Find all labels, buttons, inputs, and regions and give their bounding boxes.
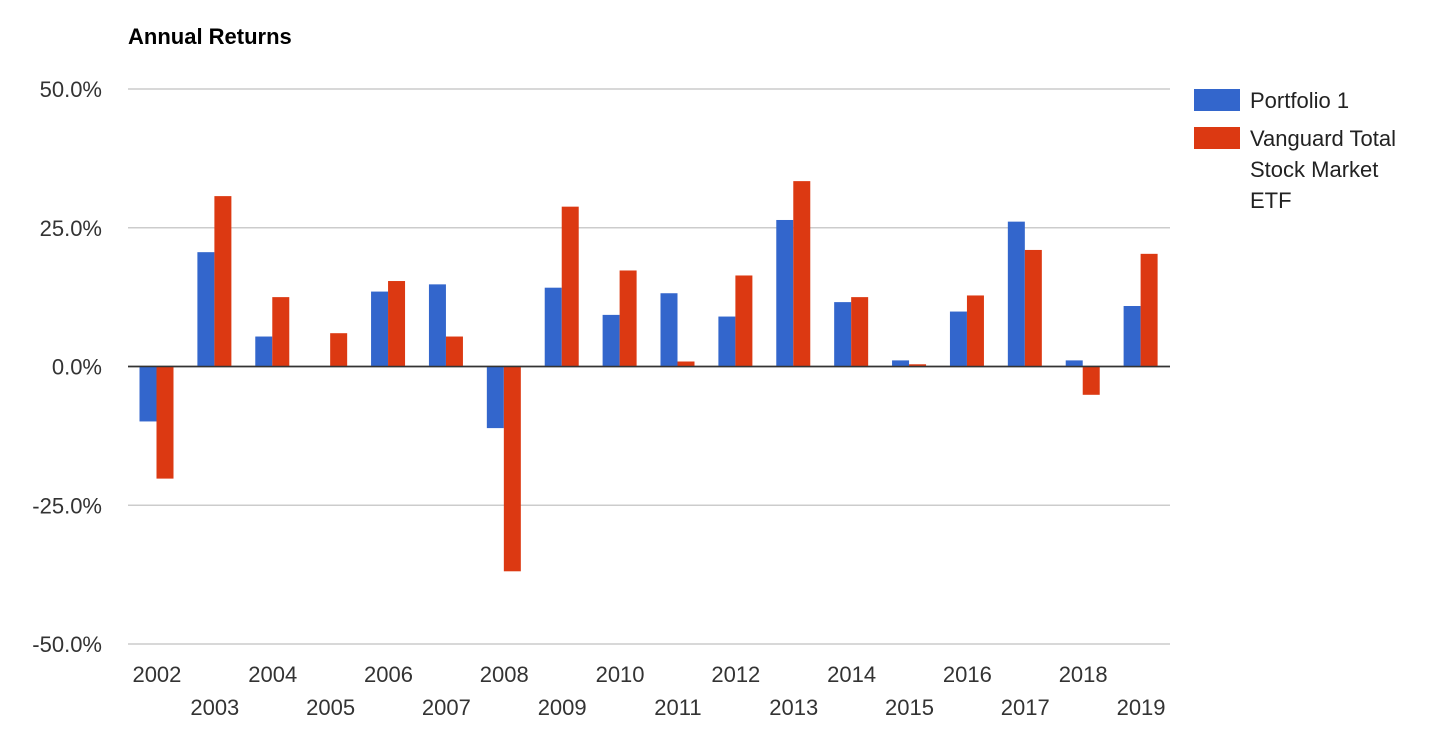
x-tick-label: 2002 [132,662,181,687]
bar-vanguard-total-stock-market-etf-2013 [793,181,811,367]
legend-label-vanguard-total-stock-market-etf: Stock Market [1250,157,1378,182]
bar-portfolio-1-2007 [428,284,446,367]
x-tick-label: 2011 [654,695,701,720]
y-tick-label: 25.0% [40,216,102,241]
bar-portfolio-1-2018 [1065,360,1083,367]
bar-vanguard-total-stock-market-etf-2009 [561,206,579,367]
bar-portfolio-1-2006 [371,291,389,367]
bar-vanguard-total-stock-market-etf-2018 [1082,366,1100,395]
bar-vanguard-total-stock-market-etf-2019 [1140,253,1158,367]
y-tick-label: -50.0% [32,632,102,657]
legend-label-vanguard-total-stock-market-etf: ETF [1250,188,1292,213]
x-tick-label: 2012 [711,662,760,687]
bar-vanguard-total-stock-market-etf-2007 [445,336,463,367]
bar-portfolio-1-2013 [776,219,794,367]
legend-label-vanguard-total-stock-market-etf: Vanguard Total [1250,126,1396,151]
x-tick-label: 2003 [190,695,239,720]
x-tick-label: 2004 [248,662,297,687]
x-tick-label: 2017 [1001,695,1050,720]
bar-vanguard-total-stock-market-etf-2008 [503,366,521,572]
x-tick-label: 2015 [885,695,934,720]
chart-title: Annual Returns [128,24,292,49]
bar-vanguard-total-stock-market-etf-2012 [735,275,753,367]
bar-vanguard-total-stock-market-etf-2010 [619,270,637,367]
bar-vanguard-total-stock-market-etf-2006 [388,281,406,367]
bar-portfolio-1-2003 [197,252,215,367]
x-tick-label: 2016 [943,662,992,687]
bar-portfolio-1-2012 [718,316,736,367]
y-tick-label: 0.0% [52,355,102,380]
x-tick-label: 2007 [422,695,471,720]
bar-vanguard-total-stock-market-etf-2005 [330,333,348,367]
bar-portfolio-1-2004 [255,336,273,367]
bar-portfolio-1-2009 [544,287,562,367]
bar-portfolio-1-2014 [834,302,852,367]
bar-vanguard-total-stock-market-etf-2004 [272,297,290,367]
x-tick-label: 2014 [827,662,876,687]
x-tick-label: 2018 [1059,662,1108,687]
x-tick-label: 2006 [364,662,413,687]
bar-vanguard-total-stock-market-etf-2014 [851,297,869,367]
legend-swatch-portfolio-1 [1194,89,1240,111]
y-axis-ticks: 50.0% 25.0% 0.0% -25.0% -50.0% [32,77,102,657]
x-tick-label: 2019 [1117,695,1166,720]
x-tick-label: 2009 [538,695,587,720]
x-tick-label: 2013 [769,695,818,720]
bar-vanguard-total-stock-market-etf-2016 [966,295,984,367]
bar-vanguard-total-stock-market-etf-2003 [214,196,232,367]
bar-portfolio-1-2015 [892,360,910,367]
bar-portfolio-1-2008 [486,366,504,429]
x-tick-label: 2008 [480,662,529,687]
y-tick-label: -25.0% [32,493,102,518]
bar-portfolio-1-2016 [949,311,967,367]
bar-portfolio-1-2019 [1123,306,1141,367]
bar-portfolio-1-2017 [1007,221,1025,367]
bar-portfolio-1-2010 [602,314,620,367]
legend-swatch-vanguard-total-stock-market-etf [1194,127,1240,149]
bars [128,181,1170,572]
bar-vanguard-total-stock-market-etf-2011 [677,361,695,367]
bar-vanguard-total-stock-market-etf-2002 [156,366,174,479]
bar-vanguard-total-stock-market-etf-2015 [909,364,927,367]
x-axis-ticks: 2002 2003 2004 2005 2006 2007 2008 2009 2010 2011… [132,662,1165,720]
bar-portfolio-1-2011 [660,293,678,367]
bar-portfolio-1-2002 [139,366,157,422]
legend: Portfolio 1 Vanguard Total Stock Market ETF [1194,88,1396,213]
x-tick-label: 2005 [306,695,355,720]
legend-label-portfolio-1: Portfolio 1 [1250,88,1349,113]
bar-vanguard-total-stock-market-etf-2017 [1024,249,1042,367]
x-tick-label: 2010 [596,662,645,687]
y-tick-label: 50.0% [40,77,102,102]
